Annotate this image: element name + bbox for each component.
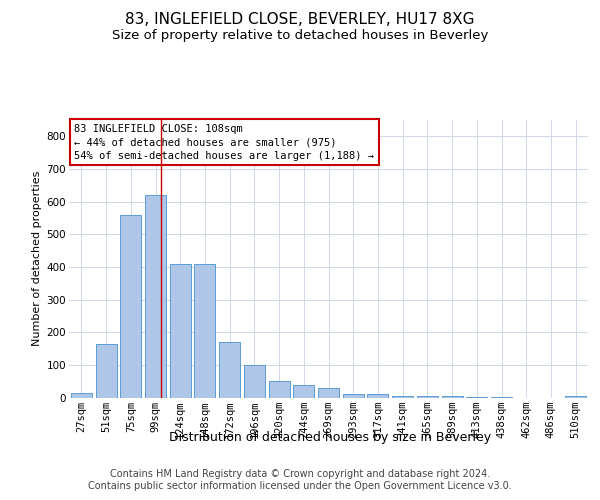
Bar	[244, 365, 265, 398]
Text: 83 INGLEFIELD CLOSE: 108sqm
← 44% of detached houses are smaller (975)
54% of se: 83 INGLEFIELD CLOSE: 108sqm ← 44% of det…	[74, 124, 374, 160]
Bar	[145, 195, 166, 398]
Text: Size of property relative to detached houses in Beverley: Size of property relative to detached ho…	[112, 29, 488, 42]
Bar	[71, 392, 92, 398]
Y-axis label: Number of detached properties: Number of detached properties	[32, 171, 43, 346]
Bar	[392, 396, 413, 398]
Bar	[442, 396, 463, 398]
Bar	[318, 388, 339, 398]
Bar	[343, 394, 364, 398]
Text: Contains public sector information licensed under the Open Government Licence v3: Contains public sector information licen…	[88, 481, 512, 491]
Text: 83, INGLEFIELD CLOSE, BEVERLEY, HU17 8XG: 83, INGLEFIELD CLOSE, BEVERLEY, HU17 8XG	[125, 12, 475, 28]
Bar	[219, 342, 240, 398]
Text: Contains HM Land Registry data © Crown copyright and database right 2024.: Contains HM Land Registry data © Crown c…	[110, 469, 490, 479]
Bar	[466, 396, 487, 398]
Bar	[170, 264, 191, 398]
Text: Distribution of detached houses by size in Beverley: Distribution of detached houses by size …	[169, 431, 491, 444]
Bar	[417, 396, 438, 398]
Bar	[565, 396, 586, 398]
Bar	[367, 394, 388, 398]
Bar	[120, 214, 141, 398]
Bar	[194, 264, 215, 398]
Bar	[269, 381, 290, 398]
Bar	[95, 344, 116, 398]
Bar	[293, 385, 314, 398]
